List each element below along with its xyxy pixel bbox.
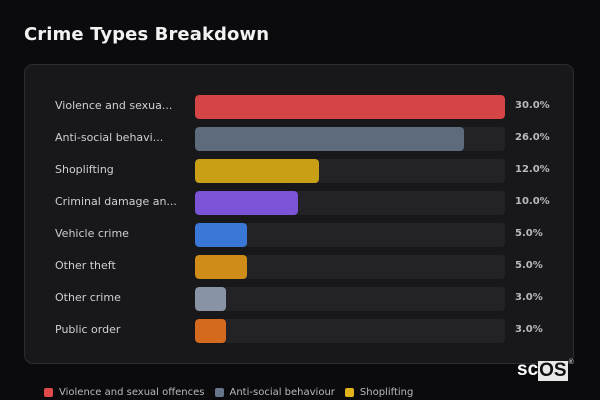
category-label: Public order: [55, 323, 121, 336]
legend-label: Anti-social behaviour: [229, 387, 335, 398]
chart-row: Public order 3.0%: [25, 319, 573, 343]
value-label: 30.0%: [515, 100, 550, 111]
chart-card: Violence and sexua... 30.0% Anti-social be…: [24, 64, 574, 364]
chart-row: Other crime 3.0%: [25, 287, 573, 311]
legend-item[interactable]: Violence and sexual offences: [44, 387, 205, 398]
bar-fill[interactable]: [195, 95, 505, 119]
registered-mark-icon: ®: [568, 359, 574, 366]
bar-fill[interactable]: [195, 255, 247, 279]
logo-prefix: sc: [517, 359, 539, 380]
bar-fill[interactable]: [195, 223, 247, 247]
legend-label: Violence and sexual offences: [59, 387, 205, 398]
legend-swatch-icon: [344, 388, 354, 397]
category-label: Criminal damage an...: [55, 195, 177, 208]
category-label: Other theft: [55, 259, 116, 272]
legend-label: Shoplifting: [359, 387, 414, 398]
bar-fill[interactable]: [195, 159, 319, 183]
category-label: Violence and sexua...: [55, 99, 173, 112]
category-label: Other crime: [55, 291, 121, 304]
value-label: 5.0%: [515, 260, 543, 271]
category-label: Shoplifting: [55, 163, 114, 176]
legend-item[interactable]: Anti-social behaviour: [214, 387, 335, 398]
value-label: 3.0%: [515, 324, 543, 335]
chart-row: Vehicle crime 5.0%: [25, 223, 573, 247]
chart-row: Other theft 5.0%: [25, 255, 573, 279]
bar-fill[interactable]: [195, 287, 226, 311]
bar-track: [195, 159, 505, 183]
bar-track: [195, 287, 505, 311]
brand-logo: sc OS ®: [517, 359, 574, 381]
chart-legend: Violence and sexual offences Anti-social …: [44, 387, 413, 398]
chart-row: Anti-social behavi... 26.0%: [25, 127, 573, 151]
chart-row: Violence and sexua... 30.0%: [25, 95, 573, 119]
value-label: 10.0%: [515, 196, 550, 207]
chart-row: Shoplifting 12.0%: [25, 159, 573, 183]
value-label: 5.0%: [515, 228, 543, 239]
legend-swatch-icon: [44, 388, 53, 397]
legend-item[interactable]: Shoplifting: [344, 387, 414, 398]
bar-track: [195, 255, 505, 279]
category-label: Anti-social behavi...: [55, 131, 164, 144]
chart-row: Criminal damage an... 10.0%: [25, 191, 573, 215]
bar-track: [195, 95, 505, 119]
value-label: 26.0%: [515, 132, 550, 143]
bar-track: [195, 191, 505, 215]
logo-boxed: OS: [538, 360, 568, 381]
bar-track: [195, 319, 505, 343]
category-label: Vehicle crime: [55, 227, 129, 240]
legend-swatch-icon: [214, 388, 224, 397]
bar-track: [195, 127, 505, 151]
bar-track: [195, 223, 505, 247]
page-title: Crime Types Breakdown: [24, 24, 270, 45]
bar-fill[interactable]: [195, 319, 226, 343]
value-label: 3.0%: [515, 292, 543, 303]
bar-fill[interactable]: [195, 191, 298, 215]
bar-fill[interactable]: [195, 127, 464, 151]
value-label: 12.0%: [515, 164, 550, 175]
